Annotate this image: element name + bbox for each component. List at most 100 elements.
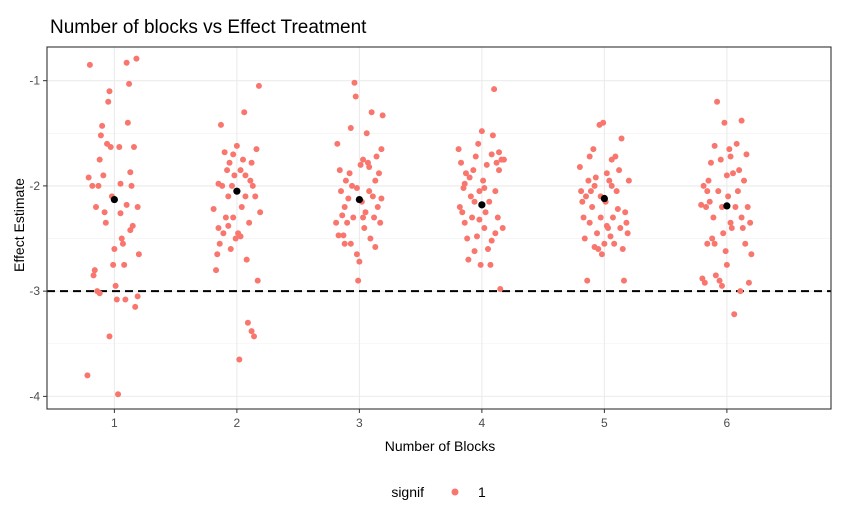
data-point	[488, 237, 495, 244]
data-point	[715, 188, 722, 195]
legend-label: 1	[478, 484, 486, 500]
data-point	[86, 61, 93, 68]
mean-point	[723, 202, 731, 210]
data-point	[363, 130, 370, 137]
data-point	[215, 225, 222, 231]
data-point	[491, 86, 498, 93]
data-point	[342, 177, 349, 184]
data-point	[213, 267, 220, 274]
data-point	[585, 177, 592, 184]
data-point	[730, 170, 736, 177]
data-point	[465, 256, 472, 263]
legend-title: signif	[391, 484, 424, 500]
data-point	[106, 333, 113, 340]
data-point	[711, 240, 718, 247]
data-point	[456, 203, 463, 210]
data-point	[353, 185, 360, 192]
data-point	[224, 167, 231, 174]
data-point	[225, 222, 232, 229]
data-point	[704, 188, 711, 195]
data-point	[335, 232, 342, 239]
data-point	[726, 146, 733, 153]
data-point	[741, 177, 748, 184]
data-point	[116, 143, 123, 150]
data-point	[210, 206, 217, 213]
data-point	[461, 219, 468, 226]
data-point	[496, 167, 503, 174]
data-point	[127, 169, 134, 176]
data-point	[475, 140, 482, 147]
data-point	[217, 121, 224, 128]
data-point	[716, 277, 723, 284]
data-point	[738, 214, 745, 221]
data-point	[481, 185, 488, 192]
data-point	[493, 159, 500, 166]
data-point	[608, 156, 615, 163]
data-point	[247, 177, 254, 184]
data-point	[471, 198, 478, 205]
data-point	[240, 156, 246, 163]
data-point	[84, 372, 91, 379]
data-point	[230, 214, 237, 221]
data-point	[461, 180, 468, 187]
data-point	[372, 243, 379, 250]
data-point	[497, 286, 504, 293]
data-point	[611, 240, 618, 247]
data-point	[379, 112, 386, 119]
data-point	[492, 188, 499, 195]
data-point	[221, 149, 228, 156]
data-point	[723, 172, 730, 179]
data-point	[717, 156, 724, 163]
data-point	[352, 93, 359, 100]
data-point	[586, 153, 593, 160]
data-point	[90, 272, 97, 279]
data-point	[99, 122, 106, 129]
data-point	[624, 230, 631, 237]
data-point	[613, 188, 620, 195]
mean-point	[110, 195, 118, 204]
data-point	[487, 261, 494, 268]
data-point	[466, 174, 473, 181]
data-point	[366, 188, 373, 195]
data-point	[231, 172, 238, 179]
data-point	[590, 146, 597, 153]
data-point	[126, 80, 133, 87]
data-point	[701, 279, 708, 286]
plot-panel	[47, 47, 831, 409]
data-point	[241, 109, 248, 116]
data-point	[237, 233, 244, 240]
data-point	[704, 240, 711, 247]
chart-title: Number of blocks vs Effect Treatment	[50, 17, 367, 38]
data-point	[227, 246, 234, 253]
data-point	[492, 230, 499, 237]
legend-key-dot	[451, 488, 459, 496]
x-tick-label: 1	[111, 416, 118, 430]
data-point	[737, 288, 744, 295]
data-point	[483, 161, 490, 168]
data-point	[254, 277, 261, 284]
data-point	[477, 261, 484, 268]
data-point	[472, 153, 479, 160]
data-point	[470, 167, 477, 174]
data-point	[625, 177, 632, 184]
data-point	[700, 182, 707, 189]
data-point	[106, 88, 113, 95]
panel-border	[46, 46, 832, 410]
data-point	[242, 172, 249, 179]
data-point	[96, 156, 103, 163]
data-point	[584, 277, 591, 284]
data-point	[374, 203, 381, 210]
data-point	[698, 201, 705, 208]
data-point	[591, 243, 598, 250]
y-tick-label: -1	[29, 74, 40, 88]
x-tick-label: 5	[601, 416, 608, 430]
data-point	[257, 209, 264, 216]
data-point	[133, 55, 140, 62]
data-point	[494, 214, 501, 221]
data-point	[135, 251, 142, 258]
data-point	[233, 142, 240, 149]
data-point	[110, 261, 117, 268]
data-point	[742, 240, 749, 247]
data-point	[600, 119, 607, 126]
